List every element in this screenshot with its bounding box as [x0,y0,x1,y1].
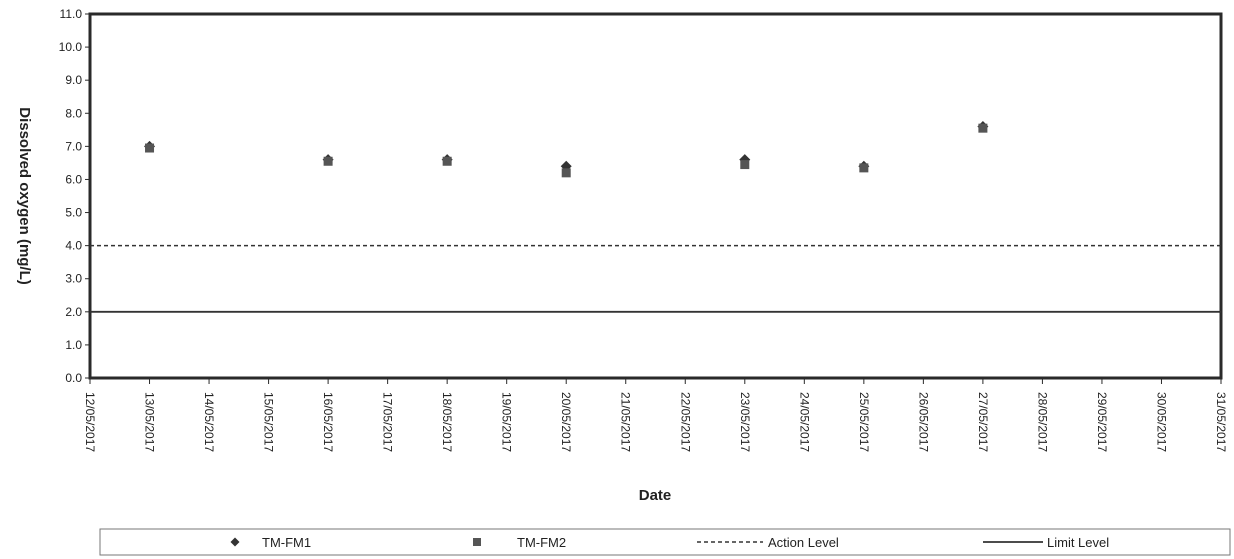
y-tick-label: 3.0 [65,272,82,286]
point-tm-fm2 [145,143,155,153]
x-tick-label: 20/05/2017 [559,392,573,452]
y-tick-label: 5.0 [65,206,82,220]
point-tm-fm2 [323,156,333,166]
y-axis-title: Dissolved oxygen (mg/L) [16,107,33,285]
y-tick-label: 9.0 [65,73,82,87]
legend-marker-tm-fm2 [473,538,481,546]
y-tick-label: 7.0 [65,139,82,153]
x-axis-title: Date [639,487,672,504]
x-tick-label: 30/05/2017 [1154,392,1168,452]
x-tick-label: 14/05/2017 [202,392,216,452]
x-tick-label: 19/05/2017 [500,392,514,452]
y-tick-label: 2.0 [65,305,82,319]
x-tick-label: 13/05/2017 [143,392,157,452]
x-tick-label: 22/05/2017 [678,392,692,452]
plot-area [88,12,1223,380]
x-tick-label: 16/05/2017 [321,392,335,452]
point-tm-fm2 [740,160,750,170]
x-tick-label: 25/05/2017 [857,392,871,452]
point-tm-fm2 [442,156,452,166]
y-tick-label: 8.0 [65,106,82,120]
point-tm-fm2 [859,163,869,173]
x-tick-label: 12/05/2017 [83,392,97,452]
y-tick-label: 0.0 [65,371,82,385]
legend-marker-tm-fm1 [230,537,240,547]
y-tick-label: 10.0 [59,40,83,54]
x-tick-label: 17/05/2017 [381,392,395,452]
x-tick-label: 23/05/2017 [738,392,752,452]
legend: TM-FM1 TM-FM2 Action Level Limit Level [99,528,1231,556]
x-tick-label: 29/05/2017 [1095,392,1109,452]
x-tick-label: 18/05/2017 [440,392,454,452]
x-tick-label: 31/05/2017 [1214,392,1228,452]
legend-label-tm-fm1: TM-FM1 [262,535,311,550]
point-tm-fm2 [561,168,571,178]
y-tick-label: 4.0 [65,239,82,253]
x-tick-label: 26/05/2017 [916,392,930,452]
y-tick-label: 11.0 [60,7,83,21]
x-tick-label: 28/05/2017 [1035,392,1049,452]
legend-label-tm-fm2: TM-FM2 [517,535,566,550]
y-tick-label: 6.0 [65,172,82,186]
x-tick-label: 24/05/2017 [797,392,811,452]
y-tick-label: 1.0 [65,338,82,352]
legend-label-limit-level: Limit Level [1047,535,1109,550]
point-tm-fm2 [978,123,988,133]
legend-label-action-level: Action Level [768,535,839,550]
x-tick-label: 15/05/2017 [262,392,276,452]
x-tick-label: 27/05/2017 [976,392,990,452]
x-tick-label: 21/05/2017 [619,392,633,452]
